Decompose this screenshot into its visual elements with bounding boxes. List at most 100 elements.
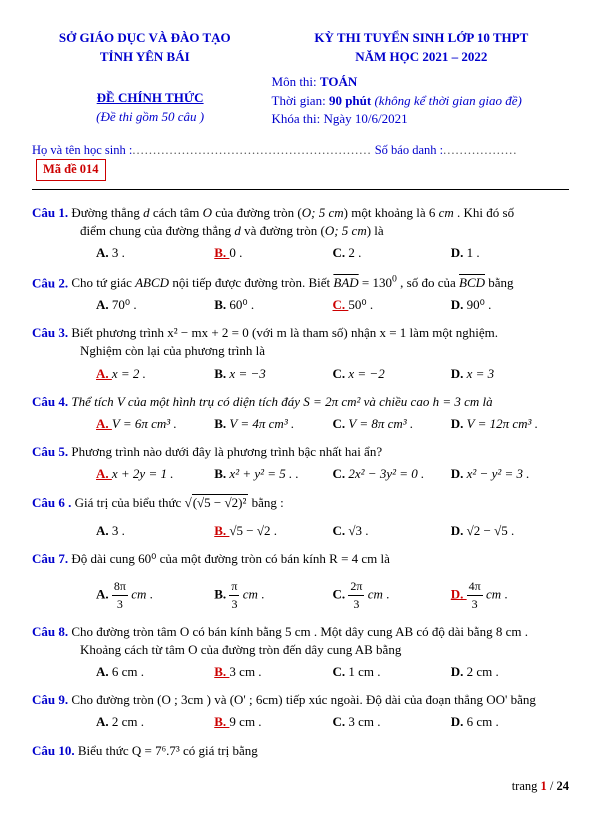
q6-opt-a: 3 . (112, 523, 125, 538)
q9-num: Câu 9. (32, 692, 68, 707)
q8-num: Câu 8. (32, 624, 68, 639)
q8-opt-c: 1 cm . (348, 664, 380, 679)
q7-options: A. 8π3 cm . B. π3 cm . C. 2π3 cm . D. 4π… (96, 578, 569, 613)
q7-text: Độ dài cung 60⁰ của một đường tròn có bá… (71, 551, 390, 566)
q2-opt-d: 90⁰ . (467, 297, 492, 312)
official-label: ĐỀ CHÍNH THỨC (32, 89, 268, 107)
q4-options: A. V = 6π cm³ . B. V = 4π cm³ . C. V = 8… (96, 415, 569, 433)
exam-line-1: KỲ THI TUYỂN SINH LỚP 10 THPT (274, 29, 569, 47)
name-dots: ........................................… (132, 143, 371, 157)
q4-num: Câu 4. (32, 394, 68, 409)
q6-text1: Giá trị của biểu thức (75, 495, 185, 510)
session-row: Khóa thi: Ngày 10/6/2021 (272, 110, 562, 128)
name-label: Họ và tên học sinh : (32, 143, 132, 157)
q3-opt-c: x = −2 (348, 366, 384, 381)
q2-num: Câu 2. (32, 275, 68, 290)
question-1: Câu 1. Đường thẳng d cách tâm O của đườn… (32, 204, 569, 263)
q6-opt-b: √5 − √2 . (229, 523, 277, 538)
q6-opt-c: √3 . (348, 523, 368, 538)
q1-num: Câu 1. (32, 205, 68, 220)
q2-opt-a: 70⁰ . (112, 297, 137, 312)
q4-opt-d: V = 12π cm³ . (467, 416, 538, 431)
question-8: Câu 8. Cho đường tròn tâm O có bán kính … (32, 623, 569, 682)
q1-line2: điểm chung của đường thẳng d và đường tr… (80, 222, 569, 240)
question-9: Câu 9. Cho đường tròn (O ; 3cm ) và (O' … (32, 691, 569, 731)
q4-text: Thể tích V của một hình trụ có diện tích… (71, 394, 492, 409)
q6-expr: √(√5 − √2)² (185, 494, 249, 510)
time-row: Thời gian: 90 phút (không kể thời gian g… (272, 92, 562, 110)
q3-line2: Nghiệm còn lại của phương trình là (80, 342, 569, 360)
time-label: Thời gian: (272, 93, 326, 108)
separator (32, 189, 569, 190)
q5-opt-a: x + 2y = 1 . (112, 466, 174, 481)
q4-opt-a: V = 6π cm³ . (112, 416, 177, 431)
q7-opt-a: 8π3 (112, 578, 128, 613)
q5-text: Phương trình nào dưới đây là phương trìn… (71, 444, 382, 459)
q8-opt-a: 6 cm . (112, 664, 144, 679)
q5-opt-c: 2x² − 3y² = 0 . (348, 466, 424, 481)
q1-opt-b: 0 . (229, 245, 242, 260)
q3-line1: Biết phương trình x² − mx + 2 = 0 (với m… (71, 325, 498, 340)
page-total: 24 (557, 779, 570, 793)
q2-text: Cho tứ giác ABCD nội tiếp được đường trò… (71, 275, 513, 290)
subheader: ĐỀ CHÍNH THỨC (Đề thi gồm 50 câu ) Môn t… (32, 73, 569, 128)
question-4: Câu 4. Thể tích V của một hình trụ có di… (32, 393, 569, 433)
q8-line2: Khoảng cách từ tâm O của đường tròn đến … (80, 641, 569, 659)
q1-opt-d: 1 . (467, 245, 480, 260)
q7-opt-c: 2π3 (348, 578, 364, 613)
q9-opt-d: 6 cm . (467, 714, 499, 729)
subject-row: Môn thi: TOÁN (272, 73, 562, 91)
q4-opt-c: V = 8π cm³ . (348, 416, 413, 431)
org-line-2: TỈNH YÊN BÁI (32, 48, 258, 66)
q8-opt-d: 2 cm . (467, 664, 499, 679)
q3-opt-b: x = −3 (229, 366, 265, 381)
header-block: SỞ GIÁO DỤC VÀ ĐÀO TẠO TỈNH YÊN BÁI KỲ T… (32, 28, 569, 67)
question-5: Câu 5. Phương trình nào dưới đây là phươ… (32, 443, 569, 483)
org-block: SỞ GIÁO DỤC VÀ ĐÀO TẠO TỈNH YÊN BÁI (32, 28, 258, 67)
page-label: trang (512, 779, 541, 793)
q9-text: Cho đường tròn (O ; 3cm ) và (O' ; 6cm) … (71, 692, 535, 707)
q6-options: A. 3 . B. √5 − √2 . C. √3 . D. √2 − √5 . (96, 522, 569, 540)
q4-opt-b: V = 4π cm³ . (229, 416, 294, 431)
org-line-1: SỞ GIÁO DỤC VÀ ĐÀO TẠO (32, 29, 258, 47)
q1-opt-c: 2 . (348, 245, 361, 260)
q3-num: Câu 3. (32, 325, 68, 340)
q7-opt-b: π3 (229, 578, 239, 613)
q6-text2: bằng : (252, 495, 284, 510)
q1-opt-a: 3 . (112, 245, 125, 260)
subject-label: Môn thi: (272, 74, 317, 89)
q3-options: A. x = 2 . B. x = −3 C. x = −2 D. x = 3 (96, 365, 569, 383)
sbd-label: Số báo danh : (375, 143, 443, 157)
session-value: Ngày 10/6/2021 (324, 111, 408, 126)
exam-code: Mã đề 014 (36, 159, 106, 181)
exam-line-2: NĂM HỌC 2021 – 2022 (274, 48, 569, 66)
q3-opt-a: x = 2 . (112, 366, 146, 381)
time-note: (không kể thời gian giao đề) (374, 93, 521, 108)
question-10: Câu 10. Biểu thức Q = 7⁶.7³ có giá trị b… (32, 742, 569, 760)
question-3: Câu 3. Biết phương trình x² − mx + 2 = 0… (32, 324, 569, 383)
page-footer: trang 1 / 24 (32, 778, 569, 796)
q3-opt-d: x = 3 (467, 366, 495, 381)
question-6: Câu 6 . Giá trị của biểu thức √(√5 − √2)… (32, 494, 569, 540)
q10-num: Câu 10. (32, 743, 75, 758)
q8-opt-b: 3 cm . (229, 664, 261, 679)
q9-opt-a: 2 cm . (112, 714, 144, 729)
q9-options: A. 2 cm . B. 9 cm . C. 3 cm . D. 6 cm . (96, 713, 569, 731)
q2-opt-c: 50⁰ . (348, 297, 373, 312)
question-7: Câu 7. Độ dài cung 60⁰ của một đường trò… (32, 550, 569, 613)
question-count: (Đề thi gồm 50 câu ) (32, 108, 268, 126)
q1-text: Đường thẳng d cách tâm O của đường tròn … (71, 205, 514, 220)
q8-options: A. 6 cm . B. 3 cm . C. 1 cm . D. 2 cm . (96, 663, 569, 681)
q6-num: Câu 6 . (32, 495, 71, 510)
q2-opt-b: 60⁰ . (229, 297, 254, 312)
q6-opt-d: √2 − √5 . (467, 523, 515, 538)
q5-opt-b: x² + y² = 5 . . (229, 466, 298, 481)
q10-text: Biểu thức Q = 7⁶.7³ có giá trị bằng (78, 743, 258, 758)
q7-num: Câu 7. (32, 551, 68, 566)
q7-opt-d: 4π3 (467, 578, 483, 613)
q9-opt-b: 9 cm . (229, 714, 261, 729)
q5-options: A. x + 2y = 1 . B. x² + y² = 5 . . C. 2x… (96, 465, 569, 483)
q5-opt-d: x² − y² = 3 . (467, 466, 530, 481)
time-value: 90 phút (329, 93, 371, 108)
q1-options: A. 3 . B. 0 . C. 2 . D. 1 . (96, 244, 569, 262)
